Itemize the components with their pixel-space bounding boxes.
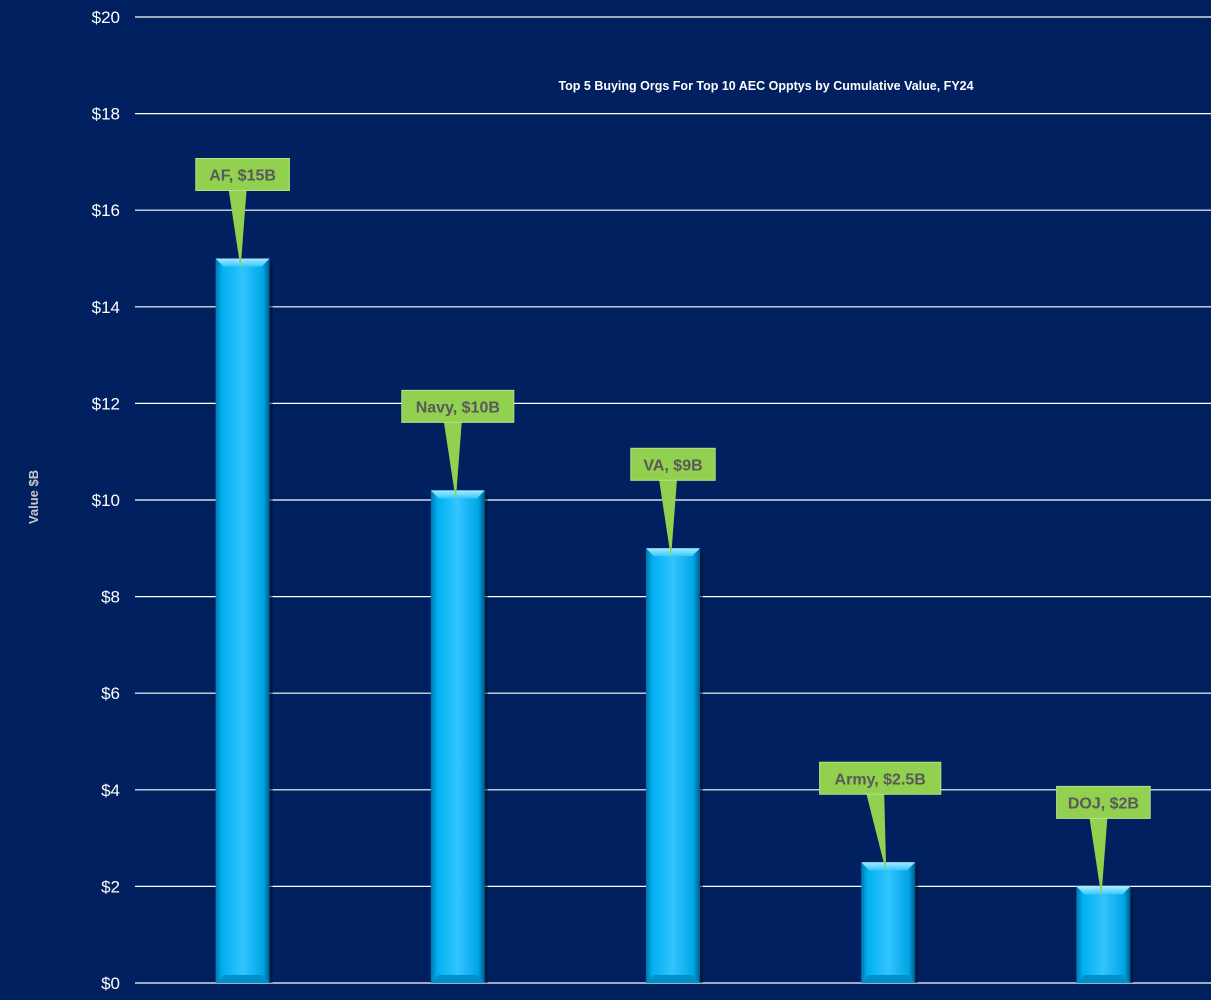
bar-af (215, 258, 273, 983)
y-tick-label: $4 (101, 781, 120, 800)
data-label-af: AF, $15B (195, 158, 290, 269)
bar-navy (430, 490, 488, 983)
y-tick-label: $6 (101, 684, 120, 703)
data-label-text: Navy, $10B (416, 399, 500, 416)
callout-box (1056, 785, 1151, 819)
bar-body (215, 258, 270, 983)
y-tick-label: $8 (101, 588, 120, 607)
y-tick-label: $10 (92, 491, 120, 510)
y-tick-label: $16 (92, 201, 120, 220)
callout-tail (1089, 817, 1108, 897)
data-label-doj: DOJ, $2B (1056, 785, 1151, 897)
data-label-text: DOJ, $2B (1068, 795, 1139, 812)
data-label-va: VA, $9B (630, 447, 716, 559)
bar-top-bevel (861, 862, 916, 871)
bar-body (646, 548, 700, 983)
data-label-army: Army, $2.5B (819, 761, 942, 873)
bar-va (646, 548, 703, 983)
callout-box (630, 447, 716, 481)
bar-body (1076, 886, 1131, 983)
y-tick-label: $18 (92, 105, 120, 124)
y-axis-title: Value $B (26, 470, 41, 524)
chart-title: Top 5 Buying Orgs For Top 10 AEC Opptys … (558, 79, 973, 93)
y-tick-label: $0 (101, 974, 120, 993)
y-axis-ticks: $0 $2 $4 $6 $8 $10 $12 $14 $16 $18 $20 (92, 8, 120, 993)
bar-body (430, 490, 485, 983)
callout-tail (866, 793, 887, 873)
callout-tail (659, 479, 677, 559)
bar-top-bevel (646, 548, 700, 557)
bar-top-bevel (1076, 886, 1131, 895)
bar-doj (1076, 886, 1134, 983)
callout-tail (443, 421, 462, 501)
bar-body (861, 862, 916, 983)
y-tick-label: $12 (92, 394, 120, 413)
data-label-text: VA, $9B (643, 457, 702, 474)
y-tick-label: $14 (92, 298, 120, 317)
bar-bottom-bevel (215, 975, 270, 983)
bar-bottom-bevel (646, 975, 700, 983)
y-tick-label: $2 (101, 877, 120, 896)
data-label-navy: Navy, $10B (401, 389, 515, 501)
y-tick-label: $20 (92, 8, 120, 27)
bar-top-bevel (430, 490, 485, 499)
data-labels: AF, $15B Navy, $10B VA, $9B Army, $2.5B DOJ,… (195, 158, 1151, 897)
bar-bottom-bevel (430, 975, 485, 983)
bar-army (861, 862, 919, 983)
callout-tail (228, 189, 247, 269)
callout-box (401, 389, 515, 423)
callout-box (195, 158, 290, 191)
bars (215, 258, 1134, 983)
data-label-text: Army, $2.5B (835, 771, 926, 788)
data-label-text: AF, $15B (209, 168, 276, 185)
bar-top-bevel (215, 258, 270, 267)
bar-bottom-bevel (1076, 975, 1131, 983)
callout-box (819, 761, 942, 795)
bar-bottom-bevel (861, 975, 916, 983)
